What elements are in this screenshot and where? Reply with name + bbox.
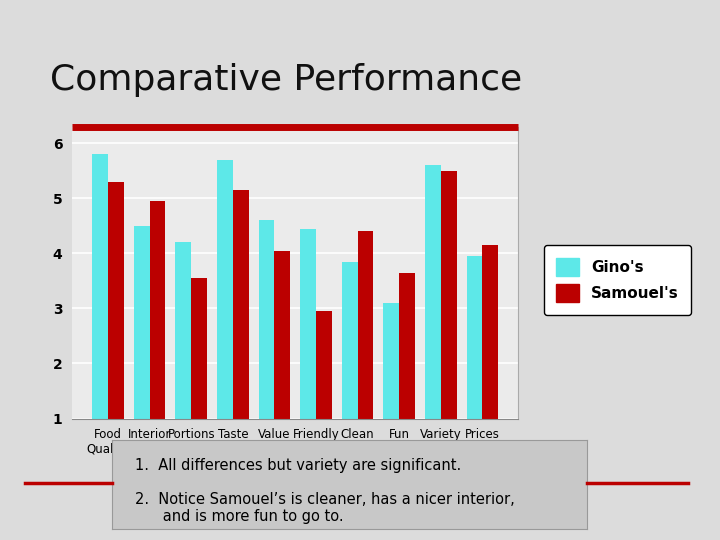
Bar [383,303,399,474]
Bar [258,220,274,474]
Bar [358,232,374,474]
Bar [482,245,498,474]
Bar [467,256,482,474]
Bar [274,251,290,474]
Bar [134,226,150,474]
Bar [150,201,166,474]
Legend: Gino's, Samouel's: Gino's, Samouel's [544,245,691,315]
Bar [342,262,358,474]
Text: 2.  Notice Samouel’s is cleaner, has a nicer interior,
      and is more fun to : 2. Notice Samouel’s is cleaner, has a ni… [135,492,515,524]
Bar [192,278,207,474]
Bar [399,273,415,474]
Text: Comparative Performance: Comparative Performance [50,63,523,97]
Bar [316,311,332,474]
Bar [92,154,108,474]
Bar [441,171,456,474]
Bar [425,165,441,474]
Text: 1.  All differences but variety are significant.: 1. All differences but variety are signi… [135,458,462,473]
Bar [108,182,124,474]
Bar [217,160,233,474]
Bar [300,228,316,474]
Bar [176,242,192,474]
Bar [233,190,248,474]
